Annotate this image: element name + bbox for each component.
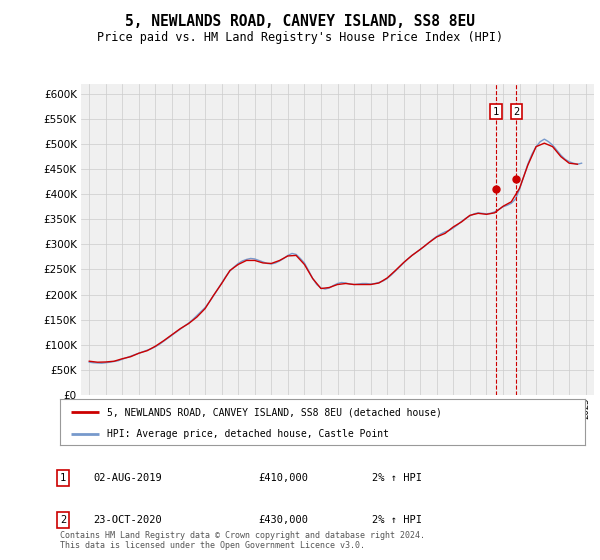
Text: Price paid vs. HM Land Registry's House Price Index (HPI): Price paid vs. HM Land Registry's House …	[97, 31, 503, 44]
Text: 2: 2	[60, 515, 66, 525]
Text: HPI: Average price, detached house, Castle Point: HPI: Average price, detached house, Cast…	[107, 429, 389, 438]
Text: 02-AUG-2019: 02-AUG-2019	[93, 473, 162, 483]
Text: 1: 1	[60, 473, 66, 483]
Text: £410,000: £410,000	[258, 473, 308, 483]
Text: 2% ↑ HPI: 2% ↑ HPI	[372, 473, 422, 483]
Text: 2% ↑ HPI: 2% ↑ HPI	[372, 515, 422, 525]
Text: 1: 1	[493, 106, 499, 116]
Text: 2: 2	[513, 106, 520, 116]
Text: £430,000: £430,000	[258, 515, 308, 525]
Text: 5, NEWLANDS ROAD, CANVEY ISLAND, SS8 8EU: 5, NEWLANDS ROAD, CANVEY ISLAND, SS8 8EU	[125, 14, 475, 29]
Text: Contains HM Land Registry data © Crown copyright and database right 2024.
This d: Contains HM Land Registry data © Crown c…	[60, 531, 425, 550]
Text: 23-OCT-2020: 23-OCT-2020	[93, 515, 162, 525]
Text: 5, NEWLANDS ROAD, CANVEY ISLAND, SS8 8EU (detached house): 5, NEWLANDS ROAD, CANVEY ISLAND, SS8 8EU…	[107, 407, 442, 417]
